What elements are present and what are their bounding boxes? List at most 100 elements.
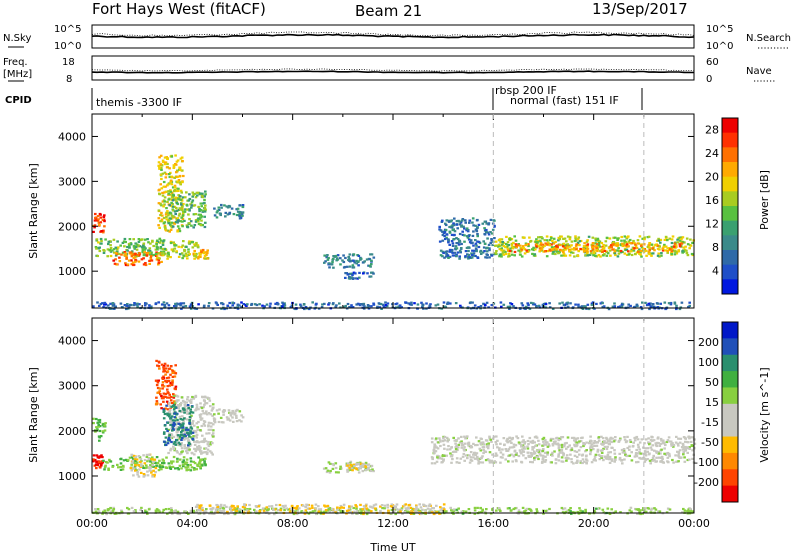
scatter-cell-6: [203, 254, 207, 257]
scatter-cell-12: [421, 508, 424, 511]
scatter-cell-0: [98, 439, 101, 442]
scatter-cell-3: [134, 469, 137, 472]
scatter-cell-10: [435, 437, 438, 440]
scatter-cell-5: [184, 208, 187, 211]
scatter-cell-11: [658, 248, 661, 251]
scatter-cell-4: [167, 212, 170, 215]
scatter-cell-12: [430, 510, 434, 513]
scatter-cell-12: [439, 509, 442, 512]
scatter-cell-2: [145, 464, 148, 467]
scatter-cell-5: [183, 219, 186, 222]
scatter-cell-1: [146, 238, 149, 241]
scatter-cell-5: [168, 408, 172, 411]
scatter-cell-12: [435, 504, 438, 507]
scatter-cell-1: [159, 246, 163, 249]
scatter-cell-4: [157, 360, 161, 363]
scatter-cell-4: [171, 203, 174, 206]
scatter-cell-11: [581, 510, 584, 513]
scatter-cell-10: [521, 444, 525, 447]
scatter-cell-3: [193, 244, 197, 247]
scatter-cell-9: [351, 277, 355, 280]
scatter-cell-12: [248, 503, 251, 507]
scatter-cell-10: [547, 443, 550, 446]
scatter-cell-11: [585, 240, 589, 243]
scatter-cell-5: [188, 209, 191, 212]
scatter-cell-5: [199, 450, 202, 453]
scatter-cell-5: [203, 451, 206, 454]
scatter-cell-11: [309, 511, 312, 514]
scatter-cell-10: [445, 219, 449, 222]
scatter-cell-11: [558, 238, 562, 241]
scatter-cell-10: [539, 454, 543, 457]
scatter-cell-11: [519, 253, 522, 256]
scatter-cell-3: [137, 475, 141, 478]
scatter-cell-12: [268, 505, 271, 508]
nave-trace: [91, 68, 695, 72]
scatter-cell-4: [160, 187, 164, 190]
scatter-cell-10: [569, 453, 572, 456]
scatter-cell-11: [542, 250, 545, 253]
scatter-cell-4: [161, 214, 164, 217]
scatter-cell-7: [241, 211, 245, 214]
scatter-cell-5: [186, 412, 189, 415]
scatter-cell-1: [94, 246, 98, 249]
scatter-cell-10: [647, 453, 651, 456]
scatter-cell-0: [97, 221, 101, 224]
scatter-cell-4: [168, 384, 171, 387]
scatter-cell-10: [664, 443, 667, 447]
scatter-cell-13: [127, 307, 130, 310]
scatter-cell-11: [176, 512, 179, 515]
scatter-cell-11: [630, 248, 633, 251]
scatter-cell-13: [366, 306, 369, 309]
scatter-cell-5: [207, 397, 211, 400]
scatter-cell-11: [624, 240, 628, 244]
scatter-cell-2: [104, 461, 108, 464]
scatter-cell-10: [451, 244, 455, 247]
scatter-cell-13: [490, 304, 494, 307]
scatter-cell-4: [182, 202, 185, 206]
scatter-cell-10: [482, 448, 485, 451]
scatter-cell-10: [567, 457, 570, 460]
scatter-cell-13: [428, 304, 431, 307]
scatter-cell-10: [485, 443, 489, 446]
scatter-cell-10: [476, 235, 479, 238]
scatter-cell-4: [163, 156, 167, 159]
scatter-cell-10: [450, 248, 454, 252]
scatter-cell-9: [360, 462, 363, 465]
scatter-cell-4: [156, 391, 159, 394]
scatter-cell-10: [461, 230, 464, 233]
scatter-cell-10: [589, 442, 592, 445]
scatter-cell-5: [181, 225, 184, 228]
scatter-cell-12: [636, 242, 640, 245]
scatter-cell-11: [571, 511, 575, 514]
scatter-cell-8: [368, 258, 372, 261]
scatter-cell-13: [529, 301, 533, 304]
scatter-cell-11: [680, 237, 683, 240]
scatter-cell-10: [450, 226, 453, 229]
scatter-cell-10: [652, 439, 656, 442]
scatter-cell-10: [678, 449, 682, 452]
scatter-cell-5: [200, 219, 203, 222]
scatter-cell-13: [109, 307, 112, 310]
scatter-cell-4: [181, 181, 184, 184]
scatter-cell-4: [173, 375, 177, 378]
scatter-cell-10: [565, 447, 568, 450]
scatter-cell-13: [372, 303, 376, 306]
scatter-cell-11: [502, 249, 505, 252]
scatter-cell-10: [606, 455, 610, 458]
scatter-cell-11: [673, 249, 677, 252]
scatter-cell-5: [195, 422, 199, 425]
scatter-cell-12: [622, 244, 626, 247]
scatter-cell-8: [372, 256, 376, 259]
scatter-cell-11: [643, 236, 646, 239]
scatter-cell-10: [463, 459, 466, 462]
scatter-cell-12: [656, 244, 659, 247]
scatter-cell-5: [204, 412, 207, 415]
scatter-cell-11: [686, 243, 690, 246]
scatter-cell-1: [92, 454, 96, 457]
scatter-cell-11: [562, 237, 565, 240]
scatter-cell-10: [441, 461, 444, 464]
scatter-cell-2: [130, 253, 133, 256]
scatter-cell-10: [666, 451, 670, 455]
scatter-cell-10: [458, 441, 462, 444]
